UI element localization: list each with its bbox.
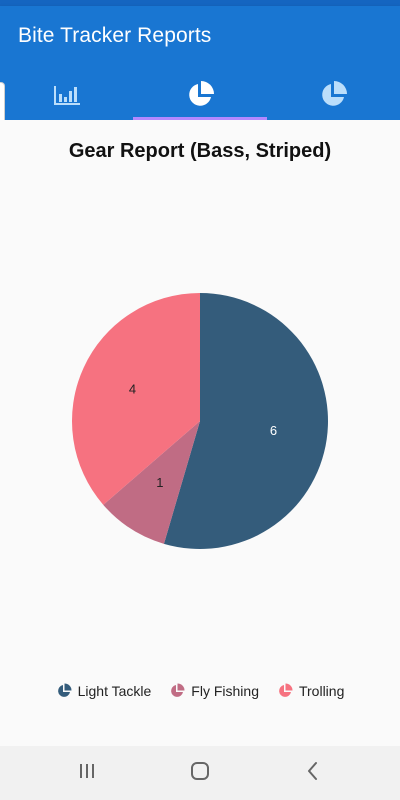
back-button[interactable] (283, 753, 343, 793)
pie-slice-value-label: 4 (129, 382, 136, 397)
legend-label: Light Tackle (77, 683, 152, 699)
home-button[interactable] (170, 753, 230, 793)
tab-indicator (133, 117, 267, 120)
pie-chart-icon (318, 80, 348, 110)
recents-icon (77, 762, 97, 785)
pie-slice-light-tackle[interactable] (163, 293, 329, 549)
pie-chart-icon (185, 80, 215, 110)
legend-item: Trolling (277, 683, 344, 699)
pie-slice-fly-fishing[interactable] (103, 421, 200, 544)
pie-slice-trolling[interactable] (71, 293, 200, 505)
legend-pie-icon (171, 683, 185, 697)
legend-label: Trolling (298, 683, 345, 699)
legend-pie-icon (57, 683, 72, 697)
tab-bar (0, 70, 400, 120)
report-content: Gear Report (Bass, Striped) 6 1 4 Light Ta… (0, 120, 400, 746)
home-icon (190, 761, 210, 786)
app-title: Bite Tracker Reports (18, 24, 212, 47)
status-bar (0, 0, 400, 6)
app-bar: Bite Tracker Reports (0, 6, 400, 120)
tab-bar-chart[interactable] (0, 70, 133, 120)
bar-chart-icon (53, 83, 81, 107)
legend-label: Fly Fishing (191, 683, 259, 699)
pie-chart: 6 1 4 (71, 293, 329, 549)
pie-slice-value-label: 6 (270, 423, 277, 438)
legend-pie-icon (279, 683, 293, 697)
tab-gear-report[interactable] (133, 70, 267, 120)
recents-button[interactable] (57, 753, 117, 793)
legend-item: Fly Fishing (169, 683, 259, 699)
back-icon (306, 761, 320, 786)
pie-slice-value-label: 1 (156, 475, 163, 490)
report-title: Gear Report (Bass, Striped) (68, 140, 332, 162)
legend-item: Light Tackle (56, 683, 152, 699)
tab-pie-report[interactable] (267, 70, 400, 120)
system-nav-bar (0, 746, 400, 800)
chart-legend: Light Tackle Fly Fishing Trolling (0, 683, 400, 699)
